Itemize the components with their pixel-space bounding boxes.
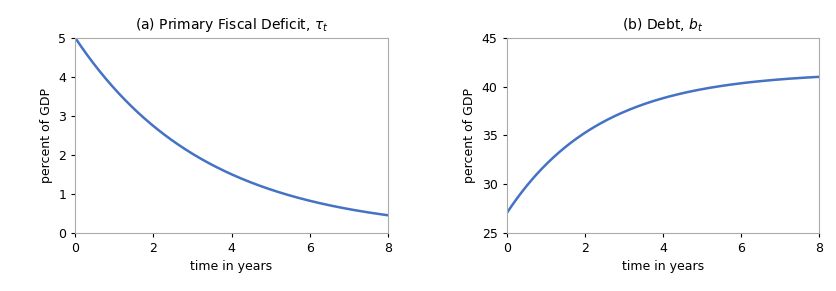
Y-axis label: percent of GDP: percent of GDP xyxy=(463,88,477,183)
Title: (b) Debt, $b_t$: (b) Debt, $b_t$ xyxy=(622,17,704,34)
X-axis label: time in years: time in years xyxy=(622,260,704,273)
Y-axis label: percent of GDP: percent of GDP xyxy=(39,88,53,183)
X-axis label: time in years: time in years xyxy=(191,260,273,273)
Title: (a) Primary Fiscal Deficit, $\tau_t$: (a) Primary Fiscal Deficit, $\tau_t$ xyxy=(135,17,329,35)
